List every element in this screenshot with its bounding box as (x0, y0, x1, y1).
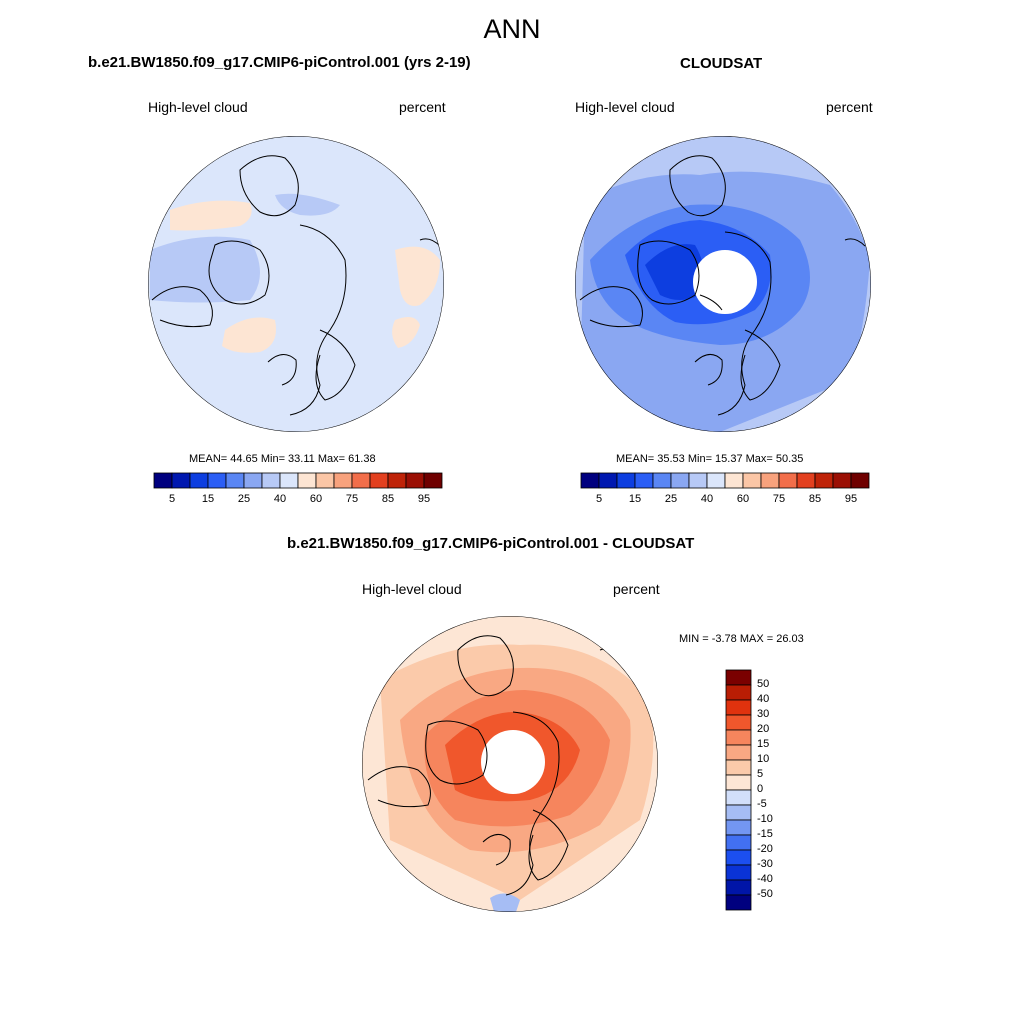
obs-polar-map (575, 136, 871, 432)
colorbar-tick-label: -50 (757, 888, 773, 900)
colorbar-cell (297, 472, 317, 489)
colorbar-cell (725, 744, 752, 761)
colorbar-cell (725, 879, 752, 896)
colorbar-tick-label: -20 (757, 843, 773, 855)
colorbar-cell (333, 472, 353, 489)
colorbar-cell (279, 472, 299, 489)
diff-stats: MIN = -3.78 MAX = 26.03 (679, 633, 804, 645)
colorbar-cell (405, 472, 425, 489)
colorbar-cell (725, 834, 752, 851)
colorbar-tick-label: 60 (736, 493, 750, 505)
model-polar-map (148, 136, 444, 432)
colorbar-cell (670, 472, 690, 489)
colorbar-cell (207, 472, 227, 489)
colorbar-tick-label: 15 (201, 493, 215, 505)
colorbar-cell (387, 472, 407, 489)
colorbar-cell (725, 729, 752, 746)
colorbar-cell (725, 774, 752, 791)
colorbar-cell (725, 849, 752, 866)
obs-stats: MEAN= 35.53 Min= 15.37 Max= 50.35 (616, 453, 804, 465)
colorbar-tick-label: -15 (757, 828, 773, 840)
model-colorbar (153, 472, 443, 489)
colorbar-cell (634, 472, 654, 489)
colorbar-tick-label: 10 (757, 753, 770, 765)
diff-polar-map (362, 616, 658, 912)
model-stats: MEAN= 44.65 Min= 33.11 Max= 61.38 (189, 453, 376, 465)
colorbar-tick-label: -10 (757, 813, 773, 825)
colorbar-tick-label: -40 (757, 873, 773, 885)
colorbar-cell (725, 714, 752, 731)
colorbar-cell (725, 819, 752, 836)
colorbar-cell (369, 472, 389, 489)
colorbar-tick-label: 75 (772, 493, 786, 505)
colorbar-tick-label: 40 (700, 493, 714, 505)
diff-units-label: percent (613, 581, 660, 597)
obs-panel-title: CLOUDSAT (680, 55, 763, 72)
colorbar-cell (742, 472, 762, 489)
colorbar-cell (616, 472, 636, 489)
colorbar-tick-label: 95 (844, 493, 858, 505)
colorbar-cell (171, 472, 191, 489)
colorbar-cell (850, 472, 870, 489)
colorbar-cell (760, 472, 780, 489)
model-units-label: percent (399, 99, 446, 115)
colorbar-tick-label: 15 (757, 738, 770, 750)
colorbar-cell (778, 472, 798, 489)
colorbar-cell (243, 472, 263, 489)
colorbar-cell (652, 472, 672, 489)
colorbar-tick-label: 0 (757, 783, 764, 795)
model-variable-label: High-level cloud (148, 99, 248, 115)
colorbar-cell (725, 789, 752, 806)
colorbar-tick-label: 95 (417, 493, 431, 505)
figure-title: ANN (483, 14, 541, 44)
diff-variable-label: High-level cloud (362, 581, 462, 597)
colorbar-cell (351, 472, 371, 489)
colorbar-cell (725, 684, 752, 701)
colorbar-cell (724, 472, 744, 489)
diff-panel-title: b.e21.BW1850.f09_g17.CMIP6-piControl.001… (287, 535, 695, 552)
colorbar-tick-label: 85 (808, 493, 822, 505)
colorbar-cell (598, 472, 618, 489)
model-panel-title: b.e21.BW1850.f09_g17.CMIP6-piControl.001… (88, 54, 471, 71)
colorbar-cell (725, 669, 752, 686)
colorbar-cell (725, 804, 752, 821)
colorbar-cell (725, 699, 752, 716)
colorbar-cell (261, 472, 281, 489)
colorbar-cell (153, 472, 173, 489)
colorbar-tick-label: 60 (309, 493, 323, 505)
colorbar-cell (580, 472, 600, 489)
colorbar-cell (225, 472, 245, 489)
colorbar-cell (832, 472, 852, 489)
colorbar-tick-label: 75 (345, 493, 359, 505)
colorbar-tick-label: 25 (237, 493, 251, 505)
colorbar-cell (725, 864, 752, 881)
colorbar-tick-label: 85 (381, 493, 395, 505)
colorbar-tick-label: 20 (757, 723, 770, 735)
colorbar-cell (725, 894, 752, 911)
colorbar-cell (796, 472, 816, 489)
colorbar-tick-label: 50 (757, 678, 770, 690)
colorbar-tick-label: 40 (273, 493, 287, 505)
diff-colorbar (725, 669, 752, 911)
colorbar-tick-label: 5 (757, 768, 764, 780)
colorbar-cell (189, 472, 209, 489)
obs-colorbar (580, 472, 870, 489)
colorbar-cell (315, 472, 335, 489)
colorbar-cell (423, 472, 443, 489)
colorbar-tick-label: 25 (664, 493, 678, 505)
colorbar-tick-label: -5 (757, 798, 767, 810)
colorbar-tick-label: 5 (595, 493, 603, 505)
obs-units-label: percent (826, 99, 873, 115)
colorbar-cell (725, 759, 752, 776)
colorbar-cell (814, 472, 834, 489)
colorbar-tick-label: 15 (628, 493, 642, 505)
colorbar-tick-label: 5 (168, 493, 176, 505)
colorbar-cell (706, 472, 726, 489)
colorbar-tick-label: 30 (757, 708, 770, 720)
colorbar-tick-label: 40 (757, 693, 770, 705)
obs-variable-label: High-level cloud (575, 99, 675, 115)
colorbar-tick-label: -30 (757, 858, 773, 870)
colorbar-cell (688, 472, 708, 489)
